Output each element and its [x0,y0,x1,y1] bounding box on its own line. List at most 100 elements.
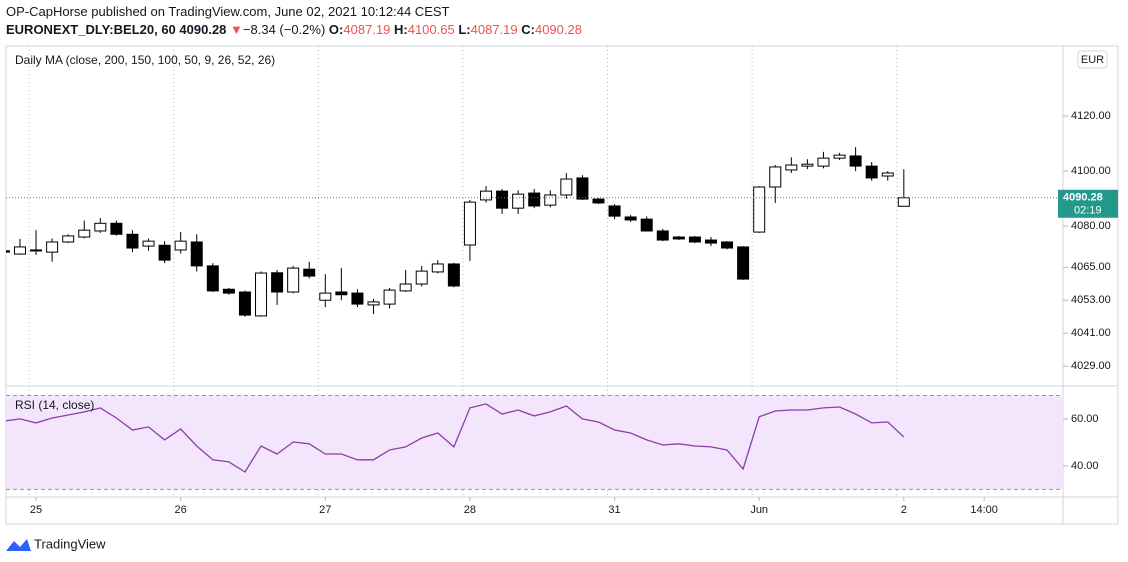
plot-area [6,46,1063,497]
chart-frame [5,45,1119,525]
x-tick-label: 2 [901,504,907,516]
y-tick-label: 4120.00 [1071,110,1111,122]
candle-body [319,292,332,301]
author-line: OP-CapHorse published on TradingView.com… [6,4,450,19]
candle-body [126,233,139,249]
rsi-line [6,403,905,473]
c-label: C: [521,22,535,37]
last-price-label: 4090.28 [1063,192,1103,204]
change: −8.34 (−0.2%) [242,22,326,37]
logo-icon [6,539,31,551]
candle-body [801,163,814,167]
logo [6,539,31,551]
candle-body [640,218,653,232]
y-tick-label: 4100.00 [1071,165,1111,177]
brand: TradingView [34,536,106,551]
candle-body [190,241,203,267]
candle-body [544,194,557,206]
l-label: L: [458,22,471,37]
candle-body [383,289,396,305]
candle-body [46,241,59,253]
candle-body [238,291,251,316]
candle-body [13,246,26,255]
candle-body [704,239,717,244]
candle-body [142,240,155,247]
candle-body [447,263,460,287]
symbol: EURONEXT_DLY:BEL20, 60 [6,22,176,37]
candle-body [431,263,444,273]
open-value: 4087.19 [343,22,391,37]
x-tick-label: 25 [30,504,42,516]
symbol-line: EURONEXT_DLY:BEL20, 60 4090.28 ▼−8.34 (−… [6,21,582,39]
candle-body [110,222,123,235]
candle-body [255,272,268,317]
currency-button [1077,50,1108,69]
candle-body [849,155,862,167]
candle-body [174,240,187,251]
candle-body [817,157,830,167]
candle-body [367,301,380,306]
candle-body [496,190,509,209]
h-label: H: [394,22,408,37]
x-tick-label: Jun [750,504,768,516]
candle-body [528,192,541,207]
currency: EUR [1081,54,1104,66]
y-tick-label: 4080.00 [1071,220,1111,232]
candle-body [271,272,284,293]
candle-body [303,268,316,277]
low-value: 4087.19 [470,22,518,37]
high-value: 4100.65 [407,22,455,37]
candle-body [415,270,428,285]
candle-body [335,291,348,296]
candle-body [480,190,492,201]
candle-body [576,177,589,200]
y-tick-label: 4065.00 [1071,261,1111,273]
x-tick-label: 27 [319,504,331,516]
candle-body [672,236,685,240]
candle-body [785,164,798,171]
y-tick-label: 4041.00 [1071,327,1111,339]
candle-body [206,265,219,292]
candle-body [287,267,300,293]
candle-body [737,246,750,280]
candle-body [6,250,10,253]
x-tick-label: 31 [608,504,620,516]
chart-title: Daily MA (close, 200, 150, 100, 50, 9, 2… [15,53,275,67]
candle-body [512,193,525,209]
x-tick-label: 26 [175,504,187,516]
candle-body [721,241,734,249]
candle-body [351,292,364,305]
candle-body [399,283,412,292]
candle-body [94,222,107,232]
o-label: O: [328,22,344,37]
candle-body [30,249,43,252]
candle-body [560,178,573,196]
close-value: 4090.28 [534,22,582,37]
candle-body [222,288,235,294]
arrow: ▼ [230,22,243,37]
header: OP-CapHorse published on TradingView.com… [6,3,582,39]
candle-body [608,205,621,217]
y-tick-label: 60.00 [1071,413,1099,425]
candle-body [78,229,91,238]
y-tick-label: 4053.00 [1071,294,1111,306]
rsi-band [6,395,1063,490]
candle-body [688,236,701,243]
candle-body [62,235,75,243]
countdown: 02:19 [1074,205,1102,217]
x-tick-label: 28 [464,504,476,516]
y-tick-label: 40.00 [1071,460,1099,472]
y-tick-label: 4029.00 [1071,360,1111,372]
candle-body [656,230,669,241]
candle-body [865,165,878,179]
x-tick-label: 14:00 [970,504,998,516]
last-price-box [1058,189,1118,218]
candle-body [897,197,910,207]
candle-body [624,216,637,221]
candle-body [881,172,894,177]
candle-body [158,244,171,261]
candle-body [463,201,476,246]
last-price: 4090.28 [179,22,227,37]
